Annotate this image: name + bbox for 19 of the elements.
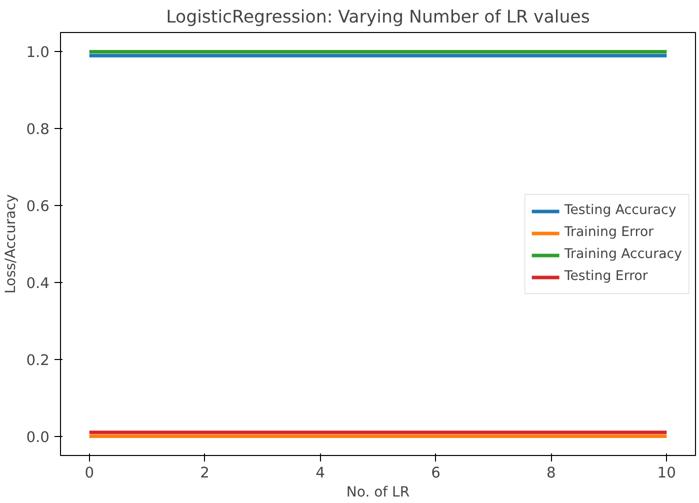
y-axis-title: Loss/Accuracy (3, 194, 20, 294)
legend-label: Training Error (564, 225, 654, 240)
x-tick-label: 0 (84, 464, 94, 482)
legend-label: Testing Accuracy (564, 203, 676, 218)
y-tick-label: 0.8 (26, 121, 50, 138)
legend-label: Testing Error (564, 269, 648, 284)
y-tick-label: 0.4 (26, 274, 50, 292)
y-tick-label: 0.2 (26, 352, 50, 369)
x-tick-label: 4 (316, 464, 325, 482)
x-tick-label: 8 (546, 464, 556, 482)
x-axis-title: No. of LR (346, 484, 410, 500)
chart-title: LogisticRegression: Varying Number of LR values (166, 8, 590, 28)
y-tick-label: 0.0 (26, 428, 50, 446)
x-tick-label: 2 (200, 464, 210, 482)
y-tick-label: 1.0 (26, 44, 50, 62)
x-tick-label: 10 (657, 464, 676, 482)
legend-label: Training Accuracy (564, 247, 682, 262)
y-tick-label: 0.6 (26, 198, 50, 216)
x-tick-label: 6 (431, 464, 440, 482)
